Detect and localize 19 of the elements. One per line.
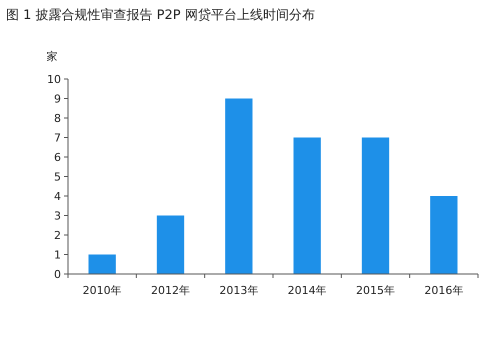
x-tick-label: 2013年 xyxy=(219,284,258,297)
x-tick-label: 2016年 xyxy=(424,284,464,297)
x-tick-label: 2015年 xyxy=(356,284,395,297)
y-tick-label: 6 xyxy=(54,151,61,164)
y-tick-label: 1 xyxy=(54,248,61,262)
y-tick-label: 9 xyxy=(54,92,61,106)
y-tick-label: 3 xyxy=(54,210,61,222)
y-tick-label: 7 xyxy=(54,132,61,144)
x-tick-label: 2010年 xyxy=(82,284,122,297)
y-tick-label: 10 xyxy=(47,73,61,86)
x-tick-label: 2012年 xyxy=(151,284,190,297)
y-tick-label: 8 xyxy=(54,112,61,125)
y-tick-label: 4 xyxy=(54,190,61,203)
y-axis-title: 家 xyxy=(46,50,58,63)
x-tick-label: 2014年 xyxy=(288,284,327,297)
y-tick-label: 2 xyxy=(54,229,61,242)
chart-title: 图 1 披露合规性审查报告 P2P 网贷平台上线时间分布 xyxy=(6,7,315,23)
y-tick-label: 5 xyxy=(54,170,61,184)
y-tick-label: 0 xyxy=(54,268,61,281)
